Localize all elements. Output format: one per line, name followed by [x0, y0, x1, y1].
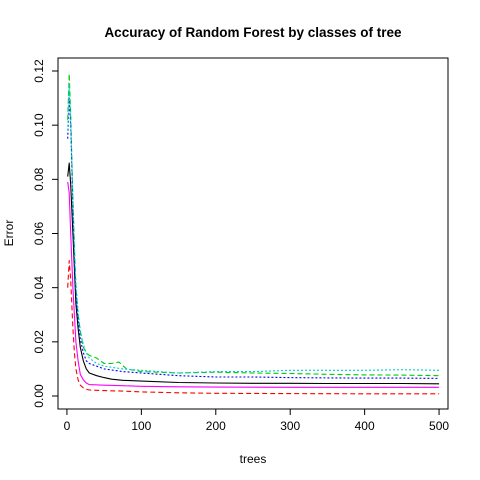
- y-axis-label: Error: [2, 220, 16, 247]
- x-tick-label: 100: [131, 419, 151, 433]
- y-tick-label: 0.02: [32, 330, 46, 354]
- x-tick-label: 500: [429, 419, 449, 433]
- x-tick-label: 200: [206, 419, 226, 433]
- y-tick-label: 0.00: [32, 384, 46, 408]
- x-tick-label: 400: [355, 419, 375, 433]
- y-tick-label: 0.10: [32, 113, 46, 137]
- series-line-2: [67, 260, 440, 395]
- x-axis-label: trees: [240, 452, 267, 466]
- y-tick-label: 0.06: [32, 221, 46, 245]
- y-tick-label: 0.08: [32, 167, 46, 191]
- chart-title: Accuracy of Random Forest by classes of …: [104, 25, 402, 40]
- plot-area: 0 100 200 300 400 500 0.00 0.02 0.04 0.06 0.08 0.10…: [32, 57, 449, 433]
- x-tick-label: 0: [64, 419, 71, 433]
- series-line-5: [67, 83, 440, 374]
- y-tick-label: 0.12: [32, 59, 46, 83]
- x-tick-label: 300: [280, 419, 300, 433]
- y-tick-label: 0.04: [32, 276, 46, 300]
- series-line-6: [67, 181, 440, 388]
